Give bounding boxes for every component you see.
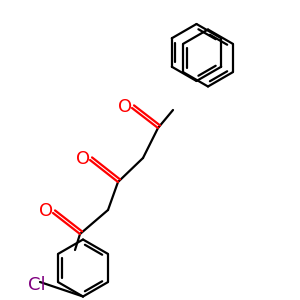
Text: O: O [39,202,53,220]
Text: O: O [76,149,91,167]
Text: Cl: Cl [28,276,46,294]
Text: O: O [118,98,133,116]
